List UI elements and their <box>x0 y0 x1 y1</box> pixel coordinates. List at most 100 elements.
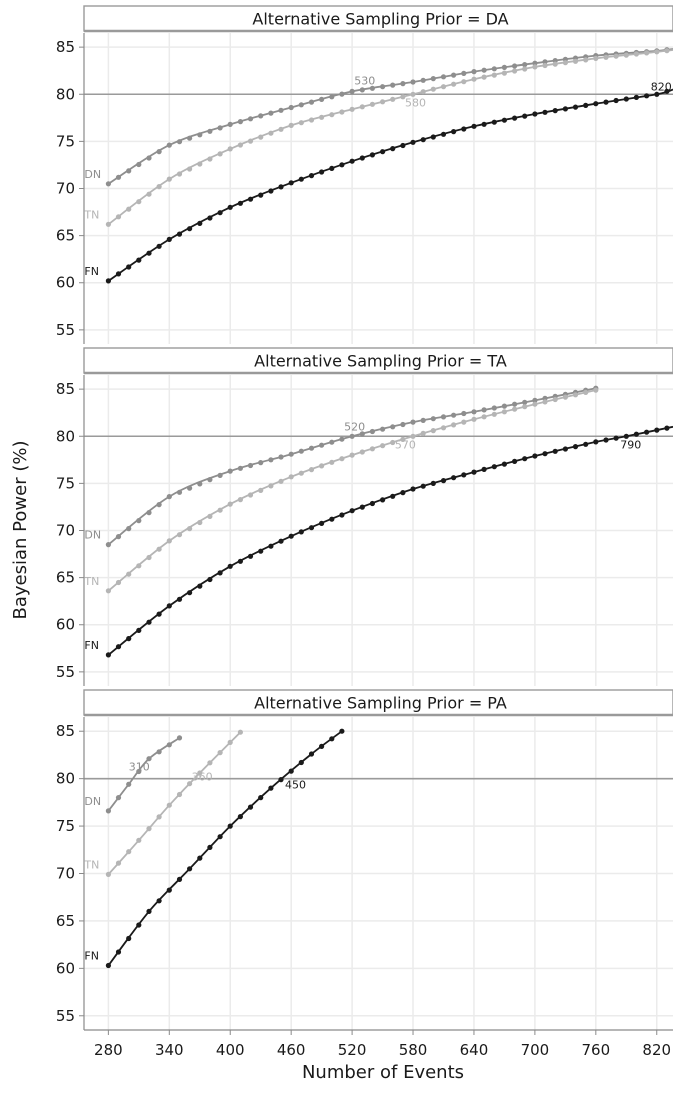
data-point-DN <box>491 66 497 72</box>
data-point-FN <box>583 441 589 447</box>
data-point-FN <box>298 529 304 535</box>
data-point-FN <box>126 636 132 642</box>
data-point-FN <box>481 121 487 127</box>
data-point-DN <box>268 110 274 116</box>
data-point-TN <box>176 171 183 177</box>
data-point-FN <box>217 570 223 576</box>
data-point-TN <box>369 101 375 107</box>
y-tick-label: 65 <box>56 569 75 587</box>
data-point-FN <box>654 91 660 97</box>
data-point-FN <box>146 908 152 915</box>
y-tick-label: 65 <box>56 912 75 930</box>
data-point-TN <box>603 54 609 60</box>
data-point-TN <box>126 849 132 855</box>
data-point-TN <box>542 399 548 405</box>
data-point-DN <box>532 60 538 66</box>
data-point-TN <box>176 532 183 538</box>
data-point-TN <box>197 161 203 167</box>
data-point-TN <box>349 452 355 458</box>
data-point-DN <box>126 781 132 787</box>
data-point-TN <box>166 176 172 182</box>
y-tick-label: 75 <box>56 817 75 835</box>
data-point-FN <box>176 596 183 602</box>
data-point-DN <box>359 87 365 93</box>
data-point-TN <box>156 184 162 190</box>
data-point-FN <box>115 271 122 277</box>
data-point-DN <box>481 67 487 73</box>
data-point-DN <box>339 91 345 97</box>
data-point-TN <box>390 439 396 446</box>
data-point-FN <box>491 464 497 470</box>
data-point-FN <box>258 548 264 554</box>
data-point-DN <box>461 410 467 417</box>
panel-title: Alternative Sampling Prior = DA <box>252 10 508 29</box>
data-point-TN <box>217 507 223 513</box>
data-point-DN <box>319 96 325 102</box>
data-point-FN <box>613 435 619 441</box>
data-point-DN <box>227 121 233 127</box>
data-point-DN <box>430 76 436 82</box>
data-point-FN <box>633 94 640 100</box>
data-point-TN <box>491 411 497 417</box>
data-point-DN <box>278 107 284 113</box>
data-point-DN <box>451 412 457 418</box>
series-line-TN <box>107 49 673 226</box>
data-point-FN <box>126 935 132 942</box>
data-point-FN <box>532 453 538 459</box>
data-point-FN <box>319 169 325 175</box>
data-point-DN <box>197 481 203 487</box>
x-tick-label: 820 <box>642 1041 671 1059</box>
data-point-FN <box>420 483 426 489</box>
data-point-DN <box>481 407 487 413</box>
annotation-label: 520 <box>344 420 365 433</box>
data-point-DN <box>400 81 406 87</box>
data-point-DN <box>319 442 325 448</box>
data-point-TN <box>339 109 345 115</box>
data-point-TN <box>166 538 172 544</box>
y-tick-label: 70 <box>56 522 75 540</box>
data-point-DN <box>440 74 447 80</box>
data-point-TN <box>481 74 487 80</box>
x-tick-label: 640 <box>460 1041 489 1059</box>
data-point-TN <box>481 414 487 420</box>
data-point-TN <box>146 191 152 197</box>
y-tick-label: 65 <box>56 227 75 245</box>
data-point-DN <box>542 59 548 65</box>
data-point-FN <box>329 516 335 522</box>
data-point-DN <box>522 62 528 68</box>
data-point-FN <box>451 475 457 481</box>
data-point-TN <box>410 433 416 439</box>
annotation-label: DN <box>84 168 101 181</box>
data-point-FN <box>166 236 172 242</box>
data-point-DN <box>237 465 243 471</box>
data-point-TN <box>115 214 122 220</box>
data-point-DN <box>197 132 203 138</box>
data-point-FN <box>166 603 172 609</box>
data-point-FN <box>298 176 304 182</box>
data-point-FN <box>329 736 335 742</box>
data-point-FN <box>258 192 264 198</box>
panel-title: Alternative Sampling Prior = TA <box>254 352 507 371</box>
data-point-DN <box>258 460 264 466</box>
x-tick-label: 280 <box>94 1041 123 1059</box>
data-point-FN <box>359 504 365 510</box>
data-point-DN <box>491 405 497 411</box>
data-point-TN <box>146 554 152 561</box>
data-point-DN <box>349 88 355 94</box>
data-point-FN <box>644 93 650 99</box>
data-point-DN <box>471 69 477 75</box>
data-point-FN <box>298 759 304 766</box>
data-point-FN <box>542 451 548 457</box>
data-point-FN <box>380 497 386 503</box>
data-point-FN <box>461 126 467 132</box>
annotation-label: TN <box>83 575 99 588</box>
data-point-FN <box>359 155 365 161</box>
annotation-label: TN <box>83 858 99 871</box>
data-point-TN <box>136 563 142 569</box>
panel-2: Alternative Sampling Prior = TA 55 60 65 70 7… <box>56 347 673 686</box>
data-point-FN <box>410 486 416 492</box>
data-point-DN <box>298 448 304 454</box>
data-point-DN <box>308 445 315 451</box>
data-point-TN <box>654 49 660 55</box>
